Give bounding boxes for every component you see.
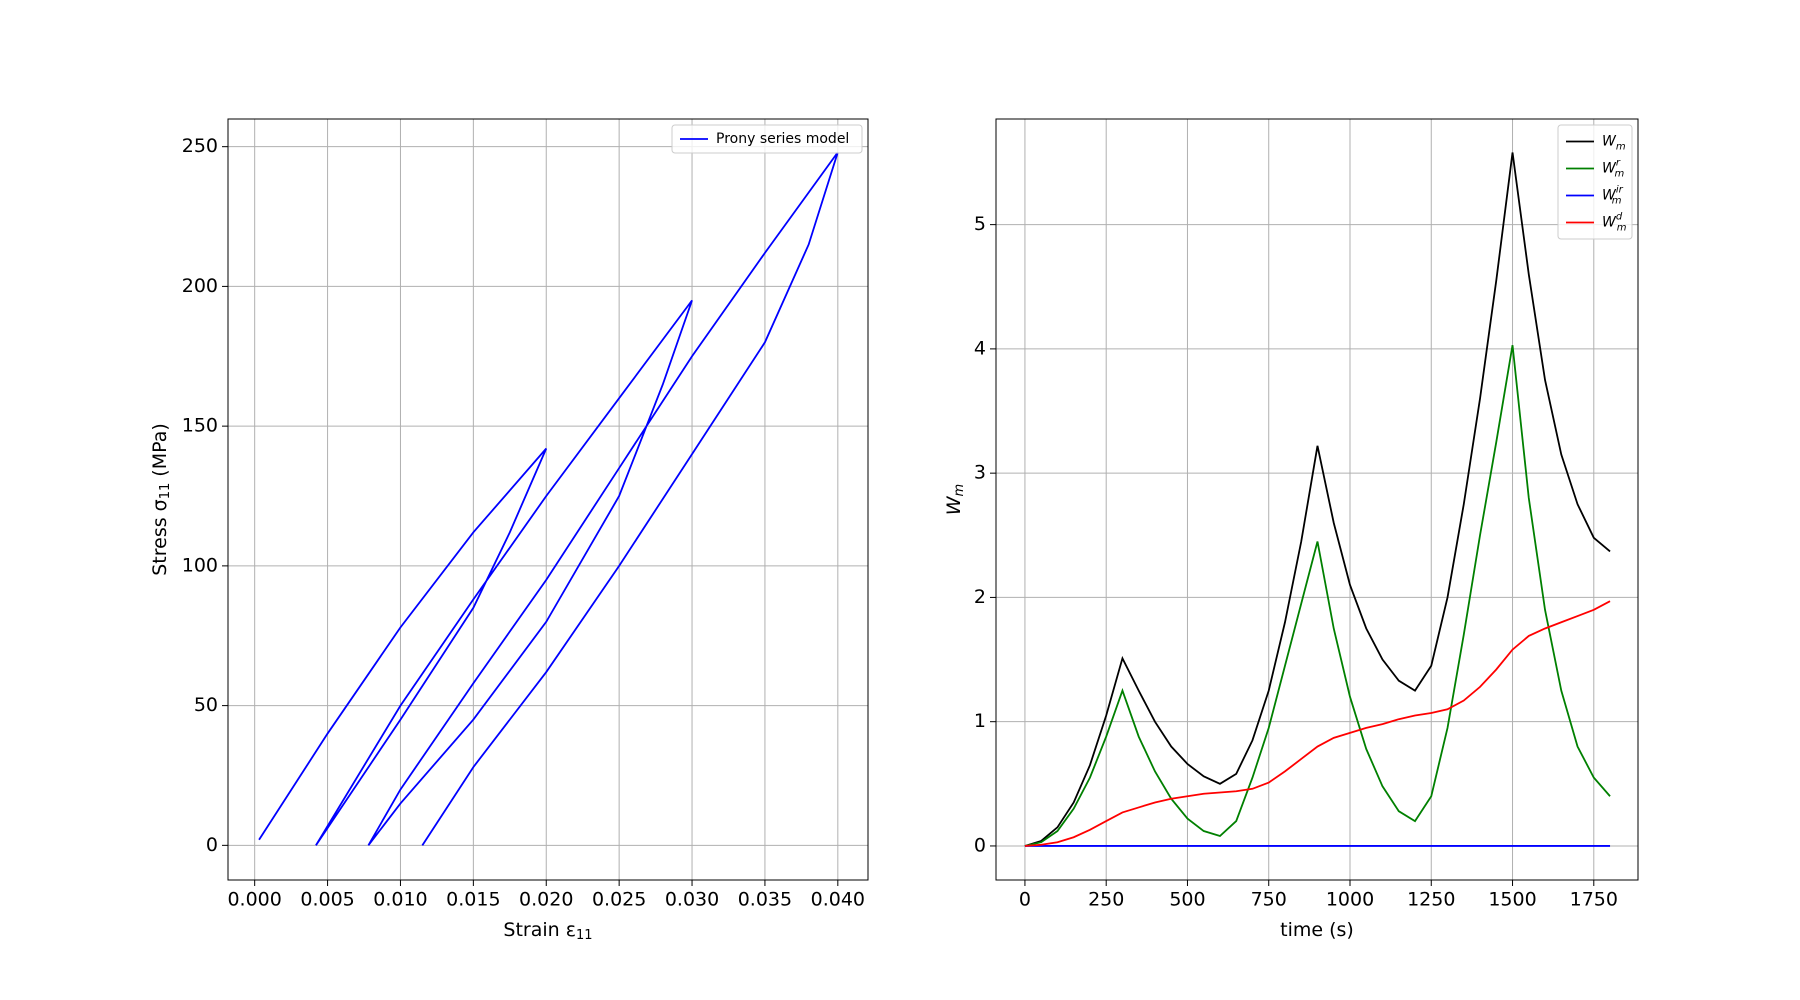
series-line xyxy=(258,151,839,846)
y-axis-label: Stress σ11 (MPa) xyxy=(149,423,173,576)
x-tick-label: 1750 xyxy=(1570,889,1618,911)
axes-frame xyxy=(995,118,1639,881)
y-axis-label-sub: m xyxy=(952,484,967,497)
x-tick-label: 0 xyxy=(1019,889,1031,911)
legend-label: Wm xyxy=(1602,134,1626,153)
legend-label-sub: m xyxy=(1616,142,1626,153)
subplot: 0.000 0.005 0.010 0.015 0.020 0.025 0.030 0.035… xyxy=(149,118,869,943)
legend-frame xyxy=(1557,124,1633,240)
legend-label-base: W xyxy=(1602,161,1617,177)
x-tick-label: 500 xyxy=(1169,889,1205,911)
legend-label-base: W xyxy=(1602,215,1617,231)
y-tick-label: 3 xyxy=(974,462,986,484)
y-tick-label: 100 xyxy=(182,554,218,576)
x-tick-label: 1000 xyxy=(1326,889,1374,911)
legend-frame xyxy=(671,124,863,154)
x-tick-label: 250 xyxy=(1088,889,1124,911)
y-tick-label: 0 xyxy=(206,834,218,856)
legend-label-sub: m xyxy=(1614,169,1624,180)
y-tick-label: 200 xyxy=(182,275,218,297)
legend-label-sub: m xyxy=(1617,223,1627,234)
x-tick-label: 0.040 xyxy=(811,889,865,911)
legend-label-base: Prony series model xyxy=(716,131,849,147)
x-tick-label: 750 xyxy=(1251,889,1287,911)
legend-label: Wd m xyxy=(1602,212,1627,234)
x-tick-label: 0.005 xyxy=(300,889,354,911)
y-tick-label: 150 xyxy=(182,415,218,437)
y-tick-label: 50 xyxy=(194,694,218,716)
legend-label-base: W xyxy=(1602,188,1617,204)
x-tick-label: 0.030 xyxy=(665,889,719,911)
y-axis-label-base: W xyxy=(943,495,965,515)
x-axis-label-base: time (s) xyxy=(1280,919,1354,941)
x-tick-label: 0.020 xyxy=(519,889,573,911)
legend-label-sup: r xyxy=(1616,158,1621,169)
x-tick-label: 0.015 xyxy=(446,889,500,911)
y-tick-label: 4 xyxy=(974,337,986,359)
legend-label-base: W xyxy=(1602,134,1617,150)
x-tick-label: 0.025 xyxy=(592,889,646,911)
y-tick-label: 250 xyxy=(182,135,218,157)
legend: Prony series model xyxy=(671,124,863,154)
legend-label-sub: m xyxy=(1612,196,1622,207)
subplot: 0 250 500 750 1000 1250 1500 1750 0 1 2 3 4 5 time (s)… xyxy=(943,118,1639,941)
x-axis-label-base: Strain ε xyxy=(503,919,576,941)
series-line xyxy=(1024,152,1611,847)
x-tick-label: 1500 xyxy=(1488,889,1536,911)
series-line xyxy=(1024,345,1611,847)
x-tick-label: 0.000 xyxy=(227,889,281,911)
y-axis-label-sub: 11 xyxy=(158,483,173,500)
x-tick-label: 0.035 xyxy=(738,889,792,911)
y-axis-label-base: Stress σ xyxy=(149,499,171,575)
x-axis-label-sub: 11 xyxy=(576,928,593,943)
y-tick-label: 0 xyxy=(974,834,986,856)
y-axis-label-end: (MPa) xyxy=(149,423,171,483)
y-tick-label: 2 xyxy=(974,586,986,608)
legend-label: Wr m xyxy=(1602,158,1624,180)
x-tick-label: 1250 xyxy=(1407,889,1455,911)
legend-label-sup: ir xyxy=(1616,185,1624,196)
y-tick-label: 1 xyxy=(974,710,986,732)
x-tick-label: 0.010 xyxy=(373,889,427,911)
x-axis-label: Strain ε11 xyxy=(503,919,592,943)
axes-frame xyxy=(227,118,869,881)
y-tick-label: 5 xyxy=(974,213,986,235)
legend-label-sup: d xyxy=(1616,212,1623,223)
y-axis-label: Wm xyxy=(943,484,967,515)
legend-label: Prony series model xyxy=(716,131,849,147)
legend-label: Wir m xyxy=(1602,185,1624,207)
x-axis-label: time (s) xyxy=(1280,919,1354,941)
series-line xyxy=(1024,600,1611,847)
